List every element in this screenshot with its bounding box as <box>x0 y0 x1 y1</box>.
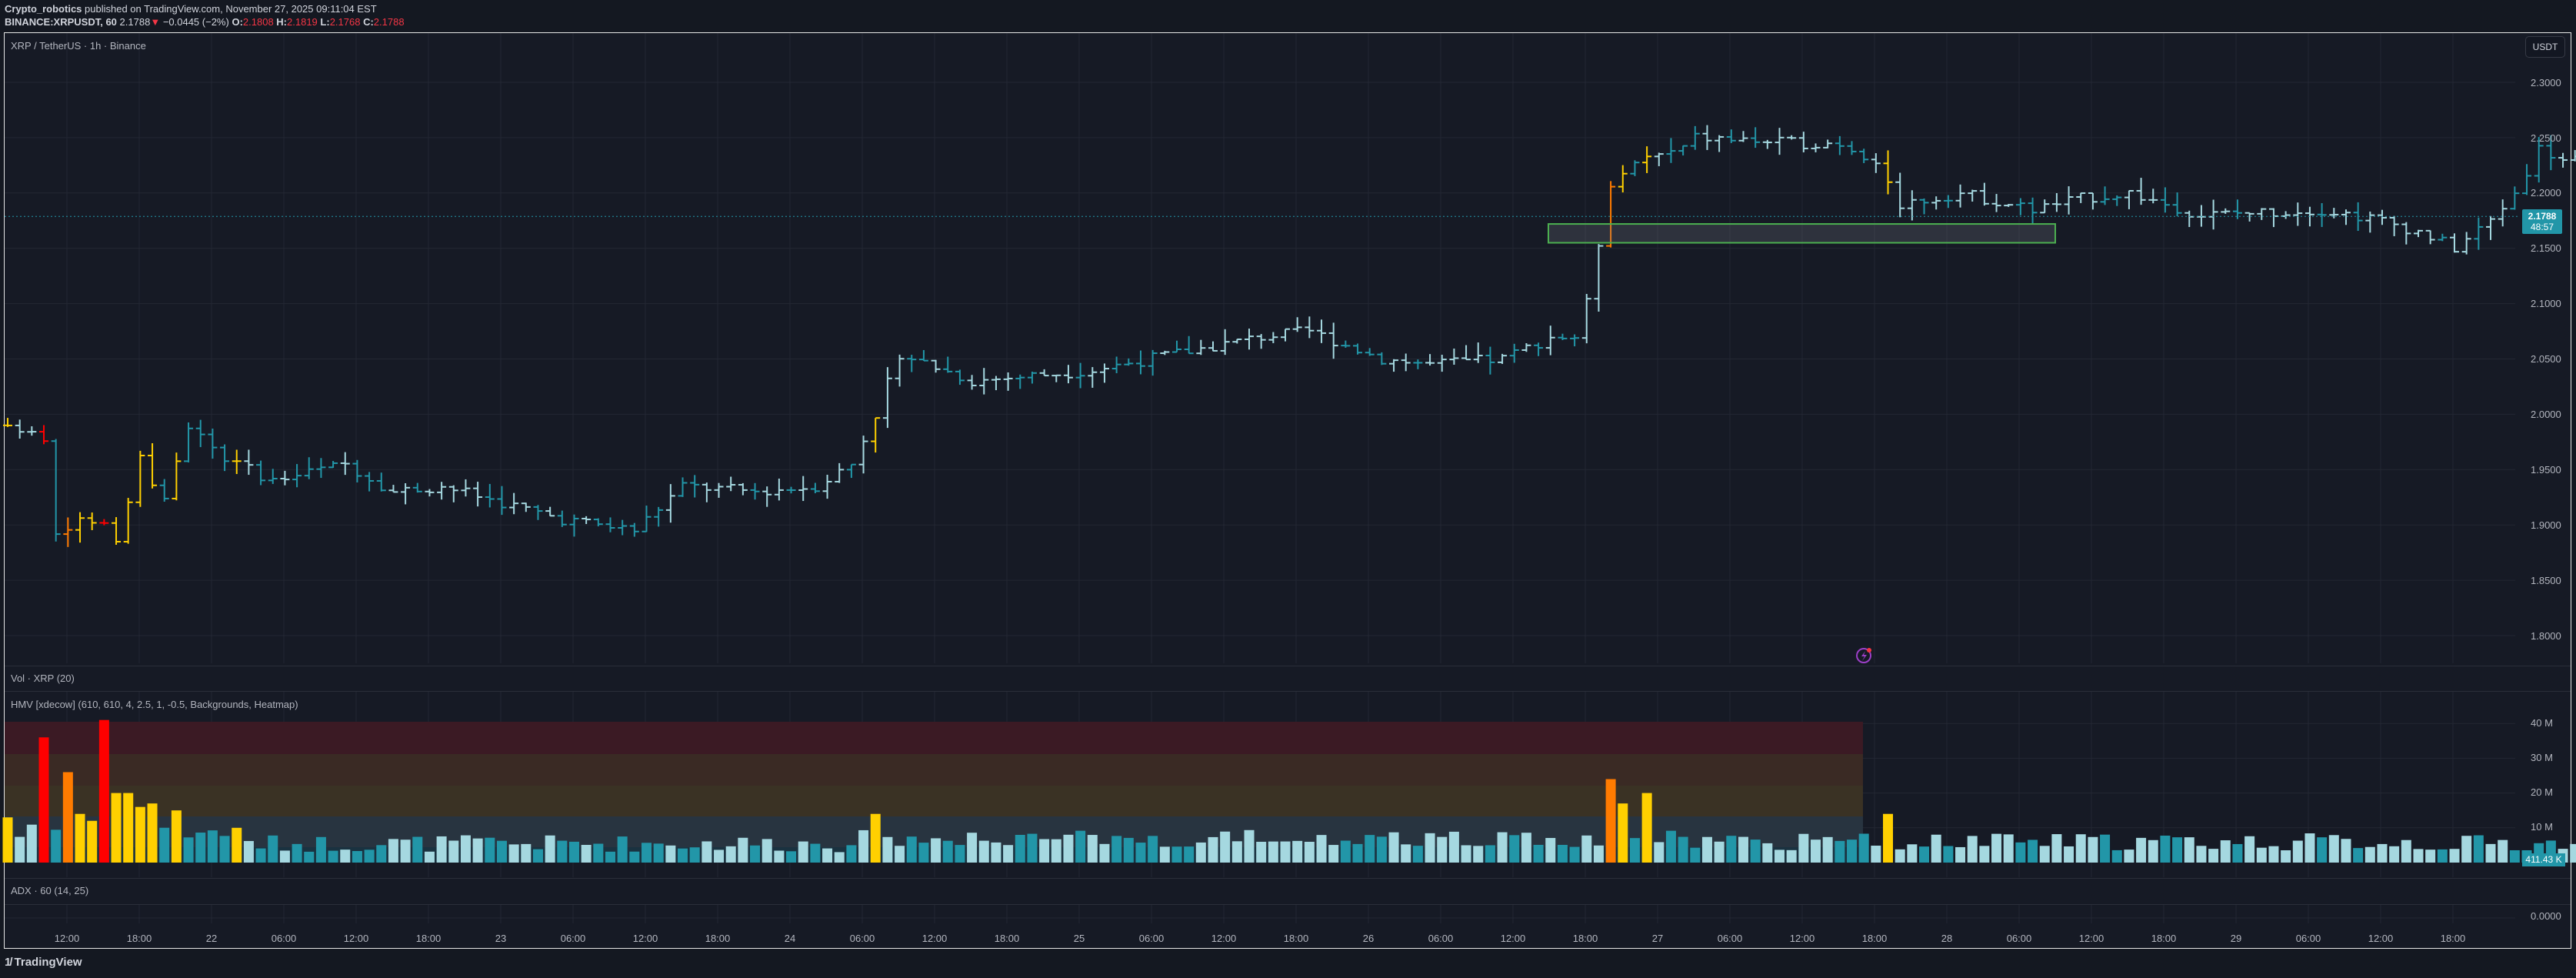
time-axis-label: 06:00 <box>560 933 586 944</box>
close-label: C: <box>363 16 374 28</box>
time-axis-label: 12:00 <box>54 933 80 944</box>
time-axis-label: 27 <box>1651 933 1664 944</box>
time-axis-label: 22 <box>205 933 218 944</box>
time-axis-label: 18:00 <box>705 933 731 944</box>
time-axis-label: 18:00 <box>1861 933 1888 944</box>
time-axis-label: 18:00 <box>126 933 152 944</box>
price-axis-label: 2.3000 <box>2531 77 2561 88</box>
open-value: 2.1808 <box>242 16 274 28</box>
publish-info: Crypto_robotics published on TradingView… <box>5 3 377 15</box>
price-axis-label: 2.2000 <box>2531 187 2561 199</box>
down-arrow-icon: ▼ <box>150 16 161 28</box>
time-axis-label: 06:00 <box>1138 933 1165 944</box>
high-label: H: <box>276 16 288 28</box>
price-axis-label: 1.9000 <box>2531 519 2561 531</box>
price-axis-label: 2.0500 <box>2531 353 2561 365</box>
time-axis-label: 25 <box>1073 933 1085 944</box>
symbol-label: BINANCE:XRPUSDT, 60 <box>5 16 117 28</box>
time-axis-label: 06:00 <box>2295 933 2321 944</box>
low-value: 2.1768 <box>329 16 361 28</box>
vol-pane-title[interactable]: Vol · XRP (20) <box>11 673 75 684</box>
price-tag-value: 2.1788 <box>2528 211 2557 222</box>
time-axis-label: 18:00 <box>994 933 1020 944</box>
price-change: −0.0445 (−2%) <box>162 16 229 28</box>
time-axis-label: 12:00 <box>343 933 369 944</box>
time-axis-label: 26 <box>1362 933 1375 944</box>
time-axis-label: 29 <box>2230 933 2242 944</box>
price-axis-label: 2.1000 <box>2531 298 2561 309</box>
time-axis-label: 18:00 <box>415 933 442 944</box>
last-price: 2.1788 <box>119 16 151 28</box>
pane-separator[interactable] <box>5 878 2571 879</box>
pane-separator[interactable] <box>5 904 2571 905</box>
time-axis-label: 18:00 <box>2440 933 2466 944</box>
time-axis-label: 06:00 <box>1428 933 1454 944</box>
time-axis-label: 18:00 <box>1572 933 1598 944</box>
main-pane-title[interactable]: XRP / TetherUS · 1h · Binance <box>11 40 146 52</box>
adx-pane-title[interactable]: ADX · 60 (14, 25) <box>11 885 89 896</box>
time-axis-label: 12:00 <box>1211 933 1237 944</box>
time-axis-label: 12:00 <box>2078 933 2104 944</box>
author-name[interactable]: Crypto_robotics <box>5 3 82 15</box>
pane-separator[interactable] <box>5 691 2571 692</box>
low-label: L: <box>320 16 330 28</box>
time-axis-label: 06:00 <box>271 933 297 944</box>
price-axis-label: 2.2500 <box>2531 132 2561 144</box>
time-axis-label: 12:00 <box>1789 933 1815 944</box>
time-axis-label: 06:00 <box>849 933 875 944</box>
lightning-icon[interactable] <box>1856 648 1871 663</box>
price-axis-label: 2.1500 <box>2531 242 2561 254</box>
publish-text: published on TradingView.com, November 2… <box>82 3 377 15</box>
time-axis-label: 23 <box>495 933 507 944</box>
high-value: 2.1819 <box>287 16 318 28</box>
time-axis-label: 18:00 <box>1283 933 1309 944</box>
currency-button[interactable]: USDT <box>2525 36 2565 58</box>
adx-axis-label: 0.0000 <box>2531 910 2561 922</box>
hmv-pane-title[interactable]: HMV [xdecow] (610, 610, 4, 2.5, 1, -0.5,… <box>11 699 298 710</box>
volume-axis-label: 20 M <box>2531 786 2553 798</box>
bar-countdown: 48:57 <box>2530 222 2554 232</box>
time-axis-label: 12:00 <box>2368 933 2394 944</box>
last-price-tag: 2.1788 48:57 <box>2522 209 2562 234</box>
price-axis-label: 1.9500 <box>2531 464 2561 476</box>
time-axis-label: 12:00 <box>632 933 658 944</box>
time-axis-label: 12:00 <box>1500 933 1526 944</box>
symbol-info: BINANCE:XRPUSDT, 60 2.1788▼ −0.0445 (−2%… <box>5 16 405 28</box>
time-axis-label: 12:00 <box>921 933 948 944</box>
time-axis-label: 06:00 <box>2006 933 2032 944</box>
price-axis-label: 2.0000 <box>2531 409 2561 420</box>
volume-axis-label: 40 M <box>2531 717 2553 729</box>
close-value: 2.1788 <box>373 16 405 28</box>
price-axis-label: 1.8000 <box>2531 630 2561 642</box>
time-axis-label: 06:00 <box>1717 933 1743 944</box>
last-volume-tag: 411.43 K <box>2522 853 2565 866</box>
time-axis-label: 24 <box>784 933 796 944</box>
volume-axis-label: 30 M <box>2531 752 2553 763</box>
open-label: O: <box>232 16 243 28</box>
volume-axis-label: 10 M <box>2531 821 2553 833</box>
time-axis-label: 18:00 <box>2151 933 2177 944</box>
brand-name: TradingView <box>14 956 82 969</box>
price-axis-label: 1.8500 <box>2531 575 2561 586</box>
time-axis-label: 28 <box>1941 933 1953 944</box>
tradingview-logo[interactable]: 1/ TradingView <box>5 956 82 969</box>
tradingview-logo-icon: 1/ <box>5 956 12 969</box>
